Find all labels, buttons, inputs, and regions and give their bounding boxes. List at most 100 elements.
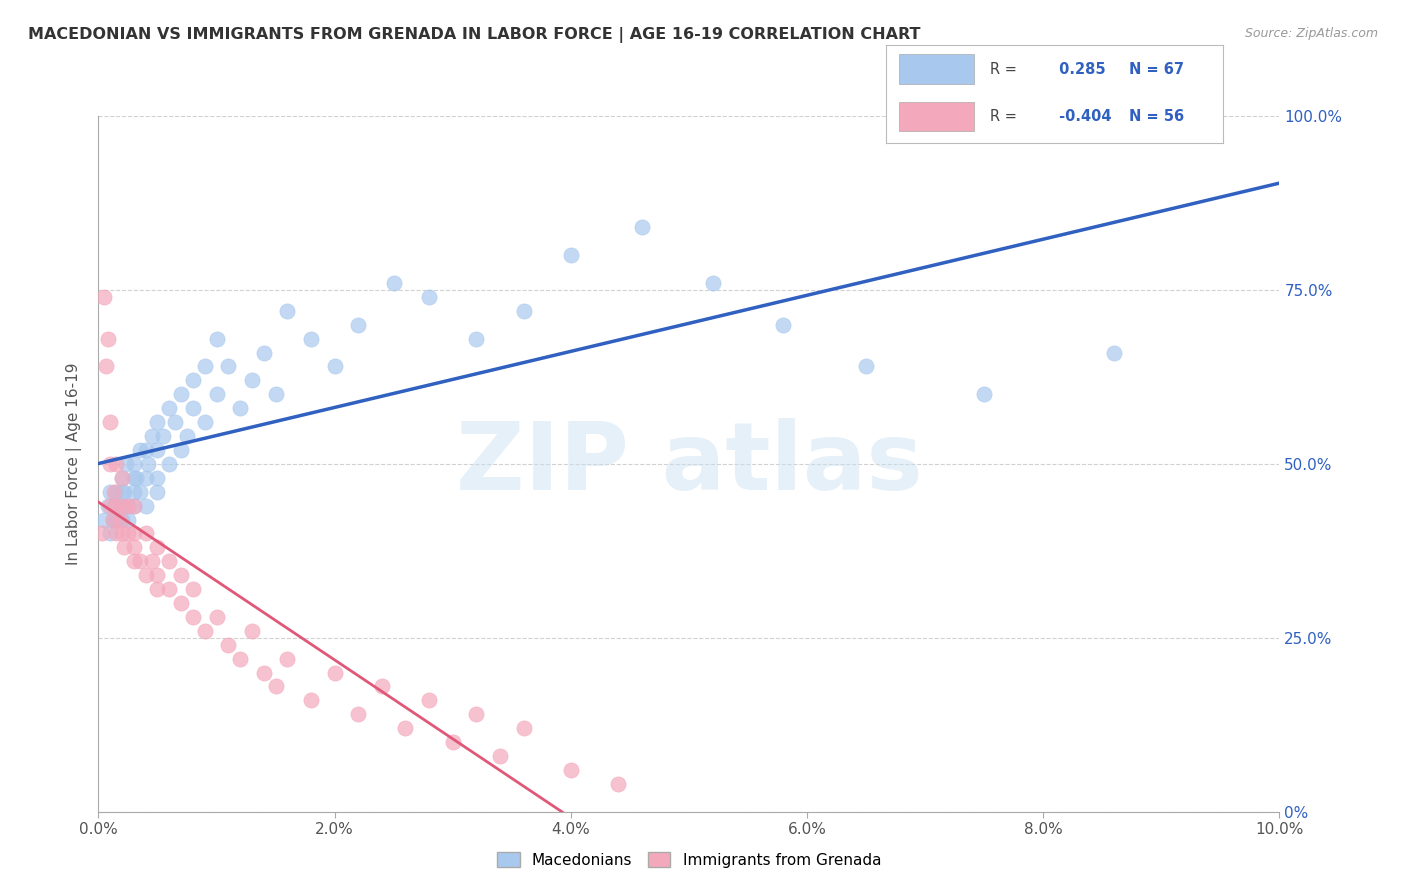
Text: MACEDONIAN VS IMMIGRANTS FROM GRENADA IN LABOR FORCE | AGE 16-19 CORRELATION CHA: MACEDONIAN VS IMMIGRANTS FROM GRENADA IN… [28,27,921,43]
Point [93,512,115,526]
Point [125,471,148,485]
Point [122,499,145,513]
Point [264,387,287,401]
Point [122,526,145,541]
Text: ZIP atlas: ZIP atlas [456,417,922,510]
Point [117,499,139,513]
Point [98,457,121,471]
Point [101,512,124,526]
Point [146,484,169,499]
Point [146,541,169,555]
Text: R =: R = [990,62,1018,77]
Point [103,499,125,513]
Text: R =: R = [990,109,1018,124]
Point [111,512,134,526]
Point [111,471,134,485]
Point [146,415,169,429]
Point [105,457,128,471]
Point [105,526,128,541]
Point [135,568,157,582]
Point [114,457,136,471]
Point [97,499,120,513]
Point [264,680,287,694]
Point [122,499,145,513]
Bar [900,54,973,84]
Point [181,610,204,624]
Point [91,526,114,541]
Point [299,693,322,707]
Point [229,651,252,665]
Point [135,499,157,513]
Point [98,499,121,513]
Point [105,499,128,513]
Point [103,484,125,499]
Point [122,471,145,485]
Point [141,554,163,568]
Point [105,512,128,526]
Point [170,442,193,457]
Point [630,220,652,235]
Point [299,332,322,346]
Point [135,526,157,541]
Point [111,499,134,513]
Point [157,554,180,568]
Point [112,541,135,555]
Point [240,624,263,638]
Text: -0.404: -0.404 [1054,109,1112,124]
Point [101,512,124,526]
Point [276,303,298,318]
Point [97,332,120,346]
Point [217,638,239,652]
Point [108,499,131,513]
Point [165,415,187,429]
Point [205,610,228,624]
Point [205,332,228,346]
Point [276,651,298,665]
Point [170,387,193,401]
Point [240,373,263,387]
Point [194,415,217,429]
Point [229,401,252,416]
Point [176,429,198,443]
Point [157,457,180,471]
Point [194,359,217,374]
Point [489,749,512,764]
Point [418,693,440,707]
Point [1102,345,1125,359]
Point [111,471,134,485]
Point [128,442,150,457]
Point [135,471,157,485]
Point [441,735,464,749]
Point [146,568,169,582]
Point [98,415,121,429]
Point [157,582,180,596]
Point [855,359,877,374]
Point [181,373,204,387]
Point [394,721,416,735]
Point [117,526,139,541]
Point [122,457,145,471]
Text: Source: ZipAtlas.com: Source: ZipAtlas.com [1244,27,1378,40]
Point [418,290,440,304]
Point [772,318,794,332]
Point [465,707,488,722]
Point [136,457,159,471]
Point [157,401,180,416]
Point [117,512,139,526]
Point [382,276,405,290]
Point [973,387,995,401]
Point [146,471,169,485]
Y-axis label: In Labor Force | Age 16-19: In Labor Force | Age 16-19 [66,362,83,566]
Point [323,665,346,680]
Point [117,499,139,513]
Point [253,665,276,680]
Point [93,290,115,304]
Text: N = 67: N = 67 [1129,62,1184,77]
Point [122,554,145,568]
Point [108,512,131,526]
Point [253,345,276,359]
Point [702,276,724,290]
Point [111,526,134,541]
Point [170,568,193,582]
Point [205,387,228,401]
